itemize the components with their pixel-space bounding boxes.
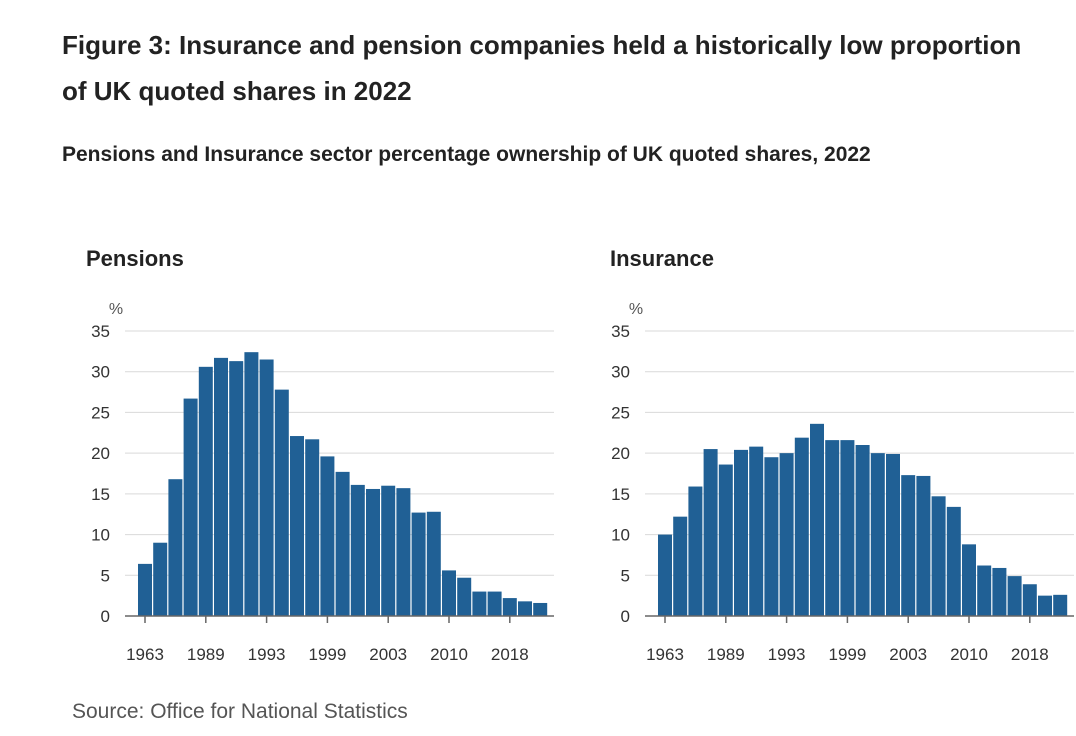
pensions-bar bbox=[153, 542, 168, 616]
pensions-bar bbox=[350, 484, 365, 616]
insurance-x-tick-label: 2018 bbox=[1011, 645, 1049, 664]
insurance-y-tick-label: 5 bbox=[621, 566, 630, 585]
insurance-y-tick-label: 35 bbox=[611, 322, 630, 341]
insurance-bar bbox=[977, 565, 992, 616]
pensions-bar bbox=[183, 398, 198, 616]
pensions-bar bbox=[396, 488, 411, 616]
insurance-x-tick-label: 1963 bbox=[646, 645, 684, 664]
pensions-bar bbox=[229, 361, 244, 616]
insurance-bar bbox=[931, 496, 946, 616]
figure-subtitle: Pensions and Insurance sector percentage… bbox=[62, 143, 871, 166]
pensions-bar bbox=[366, 488, 380, 616]
insurance-bar bbox=[688, 486, 703, 616]
insurance-y-tick-label: 0 bbox=[621, 607, 630, 626]
pensions-x-tick-label: 1963 bbox=[126, 645, 164, 664]
pensions-y-tick-label: 15 bbox=[91, 485, 110, 504]
insurance-bar bbox=[870, 453, 885, 616]
panel-title-pensions: Pensions bbox=[86, 246, 184, 271]
pensions-bar bbox=[457, 577, 472, 616]
insurance-y-tick-label: 30 bbox=[611, 363, 630, 382]
insurance-bar bbox=[992, 567, 1007, 616]
insurance-bar bbox=[673, 516, 688, 616]
panel-title-insurance: Insurance bbox=[610, 246, 714, 271]
pensions-bar bbox=[442, 570, 456, 616]
insurance-y-tick-label: 25 bbox=[611, 403, 630, 422]
insurance-bar bbox=[1007, 576, 1022, 616]
insurance-bar bbox=[718, 464, 733, 616]
insurance-bar bbox=[916, 475, 931, 616]
pensions-bar bbox=[502, 598, 517, 616]
pensions-y-tick-label: 20 bbox=[91, 444, 110, 463]
insurance-bar bbox=[779, 453, 794, 616]
insurance-bar bbox=[855, 445, 870, 616]
pensions-x-tick-label: 2018 bbox=[491, 645, 529, 664]
insurance-bar bbox=[703, 449, 718, 616]
insurance-bar bbox=[901, 475, 916, 616]
insurance-bar bbox=[886, 453, 900, 616]
pensions-x-tick-label: 1993 bbox=[248, 645, 286, 664]
pensions-bar bbox=[198, 366, 213, 616]
insurance-bar bbox=[1053, 594, 1068, 616]
pensions-bar bbox=[335, 471, 350, 616]
source-note: Source: Office for National Statistics bbox=[72, 700, 408, 723]
pensions-bar bbox=[168, 479, 183, 616]
pensions-y-unit-label: % bbox=[109, 301, 123, 318]
insurance-x-tick-label: 1993 bbox=[768, 645, 806, 664]
insurance-bar bbox=[749, 446, 764, 616]
insurance-bar bbox=[764, 457, 779, 616]
insurance-y-unit-label: % bbox=[629, 301, 643, 318]
insurance-x-tick-label: 1999 bbox=[828, 645, 866, 664]
insurance-bar bbox=[658, 534, 672, 616]
pensions-bar bbox=[305, 439, 320, 616]
pensions-bar bbox=[411, 512, 426, 616]
insurance-y-tick-label: 10 bbox=[611, 526, 630, 545]
pensions-bar bbox=[138, 563, 152, 616]
pensions-bar bbox=[426, 511, 441, 616]
insurance-bar bbox=[962, 544, 976, 616]
insurance-bar bbox=[794, 437, 809, 616]
pensions-y-tick-label: 25 bbox=[91, 403, 110, 422]
pensions-y-tick-label: 30 bbox=[91, 363, 110, 382]
pensions-x-tick-label: 2010 bbox=[430, 645, 468, 664]
pensions-bar bbox=[214, 357, 228, 616]
insurance-bar-chart: % 0 5 10 15 20 25 30 35 1963 1989 1993 1999 2003 2010 2… bbox=[611, 301, 1074, 664]
insurance-bar bbox=[734, 449, 748, 616]
pensions-bar bbox=[320, 456, 335, 616]
pensions-bar bbox=[244, 352, 259, 616]
pensions-y-tick-label: 10 bbox=[91, 526, 110, 545]
insurance-bar bbox=[946, 506, 961, 616]
insurance-x-tick-label: 2003 bbox=[889, 645, 927, 664]
pensions-bar bbox=[472, 591, 487, 616]
insurance-x-tick-label: 2010 bbox=[950, 645, 988, 664]
pensions-bar bbox=[381, 485, 396, 616]
insurance-bar bbox=[810, 423, 824, 616]
insurance-bar bbox=[840, 440, 855, 616]
pensions-y-tick-label: 0 bbox=[101, 607, 110, 626]
pensions-x-tick-label: 1989 bbox=[187, 645, 225, 664]
pensions-x-tick-label: 1999 bbox=[308, 645, 346, 664]
insurance-y-tick-label: 20 bbox=[611, 444, 630, 463]
pensions-bar bbox=[533, 602, 548, 616]
insurance-x-tick-label: 1989 bbox=[707, 645, 745, 664]
insurance-bar bbox=[1022, 584, 1037, 616]
pensions-bar bbox=[518, 601, 532, 616]
pensions-bar-chart: % 0 5 10 15 20 25 30 35 1963 1989 1993 1999 2003 2010 2… bbox=[91, 301, 554, 664]
pensions-bar bbox=[259, 359, 274, 616]
pensions-bar bbox=[274, 389, 289, 616]
figure-title: Figure 3: Insurance and pension companie… bbox=[62, 30, 1022, 106]
pensions-y-tick-label: 35 bbox=[91, 322, 110, 341]
pensions-bar bbox=[487, 591, 502, 616]
insurance-bar bbox=[825, 440, 840, 616]
pensions-x-tick-label: 2003 bbox=[369, 645, 407, 664]
pensions-y-tick-label: 5 bbox=[101, 566, 110, 585]
pensions-bar bbox=[290, 436, 304, 616]
insurance-y-tick-label: 15 bbox=[611, 485, 630, 504]
insurance-bar bbox=[1038, 595, 1052, 616]
